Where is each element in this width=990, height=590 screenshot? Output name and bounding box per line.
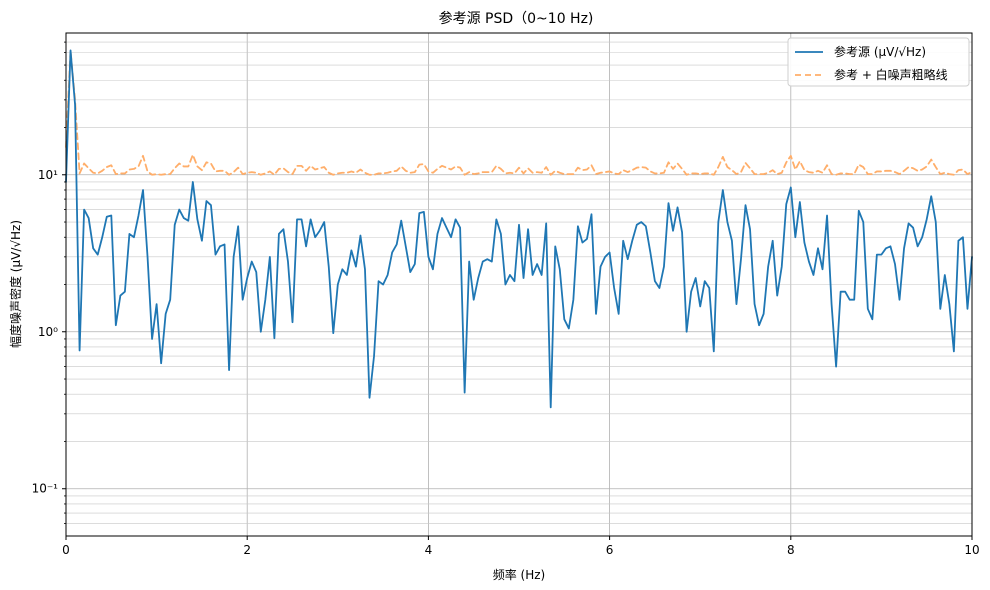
y-tick-label: 10⁻¹ <box>32 482 59 496</box>
x-tick-label: 2 <box>243 543 251 557</box>
x-tick-label: 6 <box>606 543 614 557</box>
y-tick-label: 10⁰ <box>38 325 58 339</box>
chart-title: 参考源 PSD（0~10 Hz) <box>439 10 594 27</box>
x-tick-label: 0 <box>62 543 70 557</box>
legend-label-white-noise: 参考 + 白噪声粗略线 <box>834 67 948 82</box>
ticks-layer: 0 2 4 6 8 10 10⁻¹ 10⁰ 10¹ <box>32 41 980 557</box>
x-tick-label: 10 <box>964 543 979 557</box>
series-layer <box>65 49 973 409</box>
series-line-white-noise <box>65 49 973 176</box>
x-tick-label: 8 <box>787 543 795 557</box>
legend-label-reference: 参考源 (μV/√Hz) <box>834 44 926 59</box>
series-line-reference <box>65 49 973 409</box>
x-axis-label: 频率 (Hz) <box>493 567 546 582</box>
y-tick-label: 10¹ <box>38 168 58 182</box>
legend-box <box>787 37 970 87</box>
x-tick-label: 4 <box>425 543 433 557</box>
y-axis-label: 幅度噪声密度 (μV/√Hz) <box>8 220 23 348</box>
legend: 参考源 (μV/√Hz) 参考 + 白噪声粗略线 <box>787 37 970 87</box>
